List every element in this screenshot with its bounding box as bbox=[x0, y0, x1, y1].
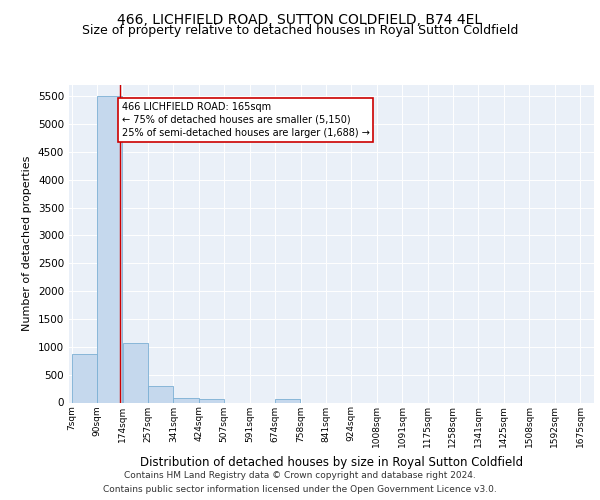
X-axis label: Distribution of detached houses by size in Royal Sutton Coldfield: Distribution of detached houses by size … bbox=[140, 456, 523, 468]
Bar bbox=[173, 398, 199, 402]
Text: 466, LICHFIELD ROAD, SUTTON COLDFIELD, B74 4EL: 466, LICHFIELD ROAD, SUTTON COLDFIELD, B… bbox=[118, 12, 482, 26]
Text: Contains HM Land Registry data © Crown copyright and database right 2024.: Contains HM Land Registry data © Crown c… bbox=[124, 472, 476, 480]
Bar bbox=[97, 96, 122, 402]
Text: 466 LICHFIELD ROAD: 165sqm
← 75% of detached houses are smaller (5,150)
25% of s: 466 LICHFIELD ROAD: 165sqm ← 75% of deta… bbox=[122, 102, 370, 138]
Bar bbox=[199, 399, 224, 402]
Y-axis label: Number of detached properties: Number of detached properties bbox=[22, 156, 32, 332]
Text: Size of property relative to detached houses in Royal Sutton Coldfield: Size of property relative to detached ho… bbox=[82, 24, 518, 37]
Bar bbox=[122, 344, 148, 402]
Bar bbox=[275, 399, 300, 402]
Bar bbox=[71, 354, 97, 403]
Bar bbox=[148, 386, 173, 402]
Text: Contains public sector information licensed under the Open Government Licence v3: Contains public sector information licen… bbox=[103, 484, 497, 494]
